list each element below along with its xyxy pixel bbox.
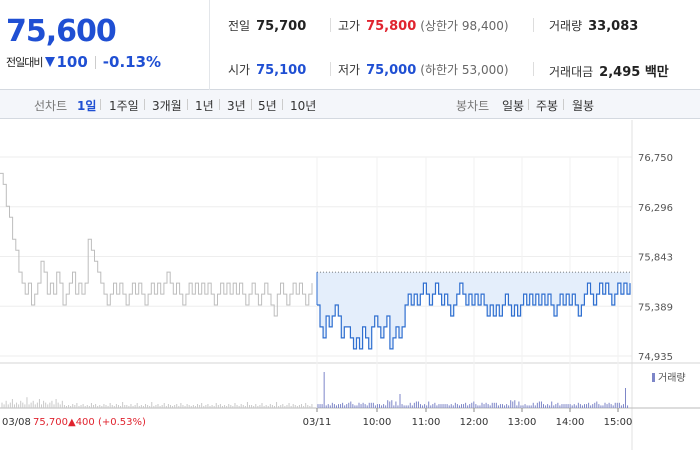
candle-chart-label: 봉차트 <box>456 99 490 113</box>
today-fill-area <box>317 272 630 349</box>
tab-weekly-candle[interactable]: 주봉 <box>536 99 559 113</box>
stat-low: 저가 75,000 (하한가 53,000) <box>338 63 509 78</box>
divider <box>330 18 331 32</box>
x-tick-label: 10:00 <box>363 417 392 428</box>
price-chart: 76,750 76,296 75,843 75,389 74,935 03/11 10:00… <box>0 120 700 450</box>
prev-day-date: 03/08 <box>2 417 31 428</box>
divider <box>100 99 101 110</box>
divider <box>187 99 188 110</box>
tab-3year[interactable]: 3년 <box>227 99 246 113</box>
volume-bars <box>1 372 629 408</box>
divider <box>528 99 529 110</box>
divider <box>94 55 96 69</box>
change-label: 전일대비 <box>6 56 43 69</box>
tab-daily-candle[interactable]: 일봉 <box>502 99 525 113</box>
price-lines <box>0 172 631 350</box>
divider <box>251 99 252 110</box>
change-row: 전일대비 100 -0.13% <box>6 53 161 71</box>
tab-1week[interactable]: 1주일 <box>109 99 139 113</box>
y-tick-label: 76,750 <box>638 153 673 164</box>
x-tick-label: 12:00 <box>460 417 489 428</box>
chart-canvas: 76,750 76,296 75,843 75,389 74,935 03/11 10:00… <box>0 120 700 450</box>
stat-turnover: 거래대금 2,495 백만 <box>549 65 669 80</box>
chart-period-tabs: 선차트 1일 1주일 3개월 1년 3년 5년 10년 봉차트 일봉 주봉 월봉 <box>0 90 700 119</box>
divider <box>533 62 534 76</box>
y-tick-label: 74,935 <box>638 352 673 363</box>
x-tick-label: 15:00 <box>604 417 633 428</box>
x-tick-label: 03/11 <box>303 417 332 428</box>
tab-1year[interactable]: 1년 <box>195 99 214 113</box>
axis-labels: 76,750 76,296 75,843 75,389 74,935 03/11 10:00… <box>2 153 686 428</box>
divider <box>330 62 331 76</box>
stat-prev-close: 전일 75,700 <box>228 19 307 34</box>
change-percent: -0.13% <box>102 53 162 71</box>
today-price-line <box>317 282 631 350</box>
quote-header: 75,600 전일대비 100 -0.13% 전일 75,700 고가 75,8… <box>0 0 700 90</box>
line-chart-label: 선차트 <box>34 99 68 113</box>
change-amount: 100 <box>56 53 88 71</box>
x-tick-label: 11:00 <box>412 417 441 428</box>
stat-high: 고가 75,800 (상한가 98,400) <box>338 19 509 34</box>
y-tick-label: 75,389 <box>638 302 673 313</box>
divider <box>282 99 283 110</box>
stat-volume: 거래량 33,083 <box>549 19 639 34</box>
stat-open: 시가 75,100 <box>228 63 307 78</box>
tab-5year[interactable]: 5년 <box>258 99 277 113</box>
current-price: 75,600 <box>6 14 117 49</box>
divider <box>533 18 534 32</box>
prev-day-line <box>0 172 313 317</box>
volume-legend-label: 거래량 <box>658 372 686 384</box>
y-tick-label: 76,296 <box>638 203 673 214</box>
divider <box>144 99 145 110</box>
tab-monthly-candle[interactable]: 월봉 <box>572 99 595 113</box>
x-tick-label: 13:00 <box>508 417 537 428</box>
prev-day-close: 75,700 <box>33 417 68 428</box>
volume-legend-swatch <box>652 373 655 382</box>
divider <box>219 99 220 110</box>
price-summary: 75,600 전일대비 100 -0.13% <box>0 0 210 90</box>
tab-3month[interactable]: 3개월 <box>152 99 182 113</box>
tab-10year[interactable]: 10년 <box>290 99 317 113</box>
y-tick-label: 75,843 <box>638 253 673 264</box>
prev-day-change: ▲400 (+0.53%) <box>68 417 146 428</box>
price-stats: 전일 75,700 고가 75,800 (상한가 98,400) 거래량 33,… <box>210 0 700 90</box>
down-triangle-icon <box>45 57 56 67</box>
x-tick-label: 14:00 <box>556 417 585 428</box>
divider <box>563 99 564 110</box>
tab-1day[interactable]: 1일 <box>77 99 97 113</box>
